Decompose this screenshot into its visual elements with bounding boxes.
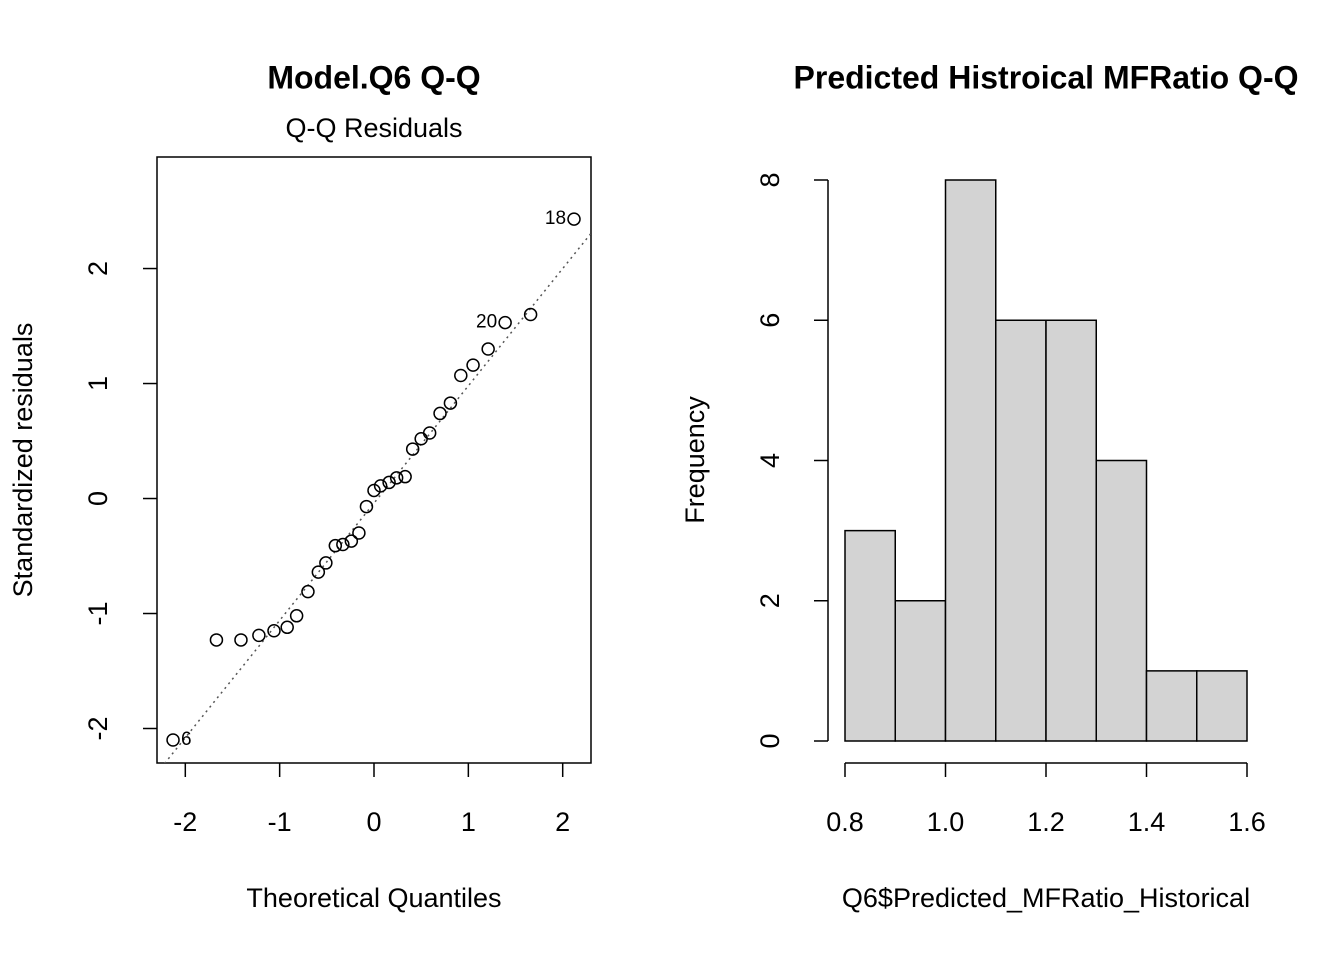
x-tick-label: 0.8 <box>826 807 864 837</box>
point <box>289 609 304 623</box>
point <box>367 483 381 498</box>
point <box>498 315 512 330</box>
point <box>466 358 480 372</box>
y-tick-label: 0 <box>755 733 785 748</box>
y-tick-label: 2 <box>83 261 113 276</box>
point-label: 18 <box>545 208 566 229</box>
point <box>454 368 468 383</box>
y-tick-label: 1 <box>83 376 113 391</box>
plot-box <box>156 156 592 764</box>
y-tick-label: -1 <box>83 602 113 626</box>
x-tick-label: 1 <box>461 807 476 837</box>
point <box>301 584 315 599</box>
bar <box>944 179 997 742</box>
point <box>328 538 343 553</box>
point <box>414 431 428 446</box>
bar <box>1196 670 1248 742</box>
bar <box>1145 670 1198 742</box>
chart-title: Model.Q6 Q-Q <box>267 59 480 95</box>
x-axis-label: Q6$Predicted_MFRatio_Historical <box>842 883 1250 913</box>
point <box>319 556 333 570</box>
reference-line <box>163 232 591 763</box>
point <box>344 534 359 548</box>
y-tick-label: 4 <box>755 453 785 468</box>
x-tick-label: 1.0 <box>927 807 965 837</box>
point <box>209 633 224 647</box>
point <box>373 479 388 493</box>
bar <box>1095 459 1148 742</box>
x-tick-label: 2 <box>555 807 570 837</box>
y-axis-label: Frequency <box>680 396 710 524</box>
chart-subtitle: Q-Q Residuals <box>285 113 462 143</box>
point-label: 6 <box>181 729 192 750</box>
bar <box>995 319 1047 742</box>
bar <box>894 600 947 742</box>
x-tick-label: 1.2 <box>1027 807 1065 837</box>
x-tick-label: -2 <box>173 807 197 837</box>
x-tick-label: 1.4 <box>1128 807 1166 837</box>
point <box>405 442 420 456</box>
y-tick-label: 0 <box>83 491 113 506</box>
chart-title: Predicted Histroical MFRatio Q-Q <box>794 59 1299 95</box>
point <box>443 396 458 410</box>
point <box>481 342 495 356</box>
x-tick-label: -1 <box>268 807 292 837</box>
point <box>280 620 294 635</box>
bar <box>844 529 896 742</box>
point <box>336 537 350 552</box>
point <box>311 565 326 579</box>
point <box>267 624 281 638</box>
point <box>252 628 266 643</box>
point <box>422 426 437 440</box>
y-tick-label: 6 <box>755 313 785 328</box>
bar <box>1045 319 1097 742</box>
point <box>166 733 180 747</box>
point-label: 20 <box>476 312 497 333</box>
y-tick-label: -2 <box>83 716 113 740</box>
point <box>234 633 248 647</box>
x-axis-label: Theoretical Quantiles <box>246 883 501 913</box>
y-axis-label: Standardized residuals <box>8 323 38 598</box>
y-tick-label: 8 <box>755 172 785 187</box>
point <box>433 406 447 421</box>
point <box>352 526 366 540</box>
x-tick-label: 0 <box>366 807 381 837</box>
y-tick-label: 2 <box>755 593 785 608</box>
point <box>398 469 412 484</box>
x-tick-label: 1.6 <box>1228 807 1266 837</box>
point <box>389 471 404 485</box>
point <box>382 475 396 490</box>
point <box>359 499 374 514</box>
point <box>567 212 581 226</box>
point <box>523 307 538 322</box>
